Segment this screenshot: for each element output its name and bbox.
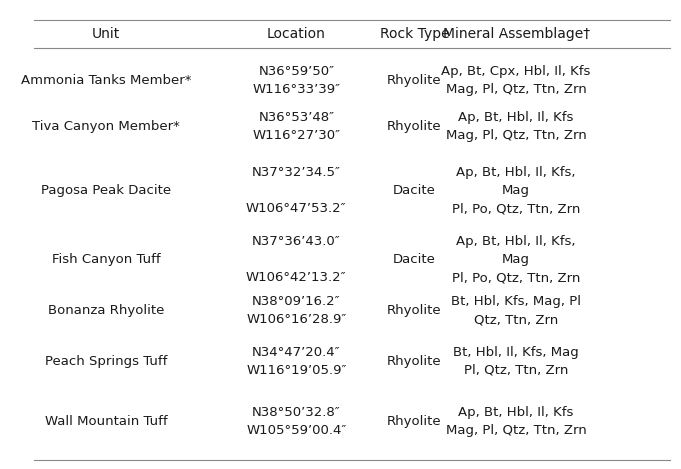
Text: Ap, Bt, Hbl, Il, Kfs
Mag, Pl, Qtz, Ttn, Zrn: Ap, Bt, Hbl, Il, Kfs Mag, Pl, Qtz, Ttn, … <box>446 111 586 142</box>
Text: Rhyolite: Rhyolite <box>387 304 442 317</box>
Text: N37°32’34.5″

W106°47’53.2″: N37°32’34.5″ W106°47’53.2″ <box>246 166 347 215</box>
Text: Ap, Bt, Hbl, Il, Kfs,
Mag
Pl, Po, Qtz, Ttn, Zrn: Ap, Bt, Hbl, Il, Kfs, Mag Pl, Po, Qtz, T… <box>452 235 580 284</box>
Text: Rhyolite: Rhyolite <box>387 74 442 87</box>
Text: Ap, Bt, Hbl, Il, Kfs
Mag, Pl, Qtz, Ttn, Zrn: Ap, Bt, Hbl, Il, Kfs Mag, Pl, Qtz, Ttn, … <box>446 406 586 437</box>
Text: Unit: Unit <box>92 27 121 41</box>
Text: Peach Springs Tuff: Peach Springs Tuff <box>45 355 168 368</box>
Text: Bt, Hbl, Il, Kfs, Mag
Pl, Qtz, Ttn, Zrn: Bt, Hbl, Il, Kfs, Mag Pl, Qtz, Ttn, Zrn <box>454 346 579 377</box>
Text: Bonanza Rhyolite: Bonanza Rhyolite <box>48 304 164 317</box>
Text: N34°47’20.4″
W116°19’05.9″: N34°47’20.4″ W116°19’05.9″ <box>246 346 347 377</box>
Text: Rhyolite: Rhyolite <box>387 415 442 428</box>
Text: N36°53’48″
W116°27’30″: N36°53’48″ W116°27’30″ <box>252 111 340 142</box>
Text: N38°50’32.8″
W105°59’00.4″: N38°50’32.8″ W105°59’00.4″ <box>246 406 347 437</box>
Text: Dacite: Dacite <box>393 184 436 197</box>
Text: Bt, Hbl, Kfs, Mag, Pl
Qtz, Ttn, Zrn: Bt, Hbl, Kfs, Mag, Pl Qtz, Ttn, Zrn <box>451 295 581 326</box>
Text: Location: Location <box>267 27 326 41</box>
Text: Ammonia Tanks Member*: Ammonia Tanks Member* <box>21 74 191 87</box>
Text: Fish Canyon Tuff: Fish Canyon Tuff <box>52 253 161 266</box>
Text: Ap, Bt, Cpx, Hbl, Il, Kfs
Mag, Pl, Qtz, Ttn, Zrn: Ap, Bt, Cpx, Hbl, Il, Kfs Mag, Pl, Qtz, … <box>441 65 591 96</box>
Text: Tiva Canyon Member*: Tiva Canyon Member* <box>32 120 180 133</box>
Text: Rock Type: Rock Type <box>379 27 449 41</box>
Text: Dacite: Dacite <box>393 253 436 266</box>
Text: Wall Mountain Tuff: Wall Mountain Tuff <box>45 415 168 428</box>
Text: N37°36’43.0″

W106°42’13.2″: N37°36’43.0″ W106°42’13.2″ <box>246 235 347 284</box>
Text: N38°09’16.2″
W106°16’28.9″: N38°09’16.2″ W106°16’28.9″ <box>246 295 347 326</box>
Text: Ap, Bt, Hbl, Il, Kfs,
Mag
Pl, Po, Qtz, Ttn, Zrn: Ap, Bt, Hbl, Il, Kfs, Mag Pl, Po, Qtz, T… <box>452 166 580 215</box>
Text: Rhyolite: Rhyolite <box>387 120 442 133</box>
Text: N36°59’50″
W116°33’39″: N36°59’50″ W116°33’39″ <box>252 65 340 96</box>
Text: Mineral Assemblage†: Mineral Assemblage† <box>443 27 590 41</box>
Text: Rhyolite: Rhyolite <box>387 355 442 368</box>
Text: Pagosa Peak Dacite: Pagosa Peak Dacite <box>41 184 171 197</box>
